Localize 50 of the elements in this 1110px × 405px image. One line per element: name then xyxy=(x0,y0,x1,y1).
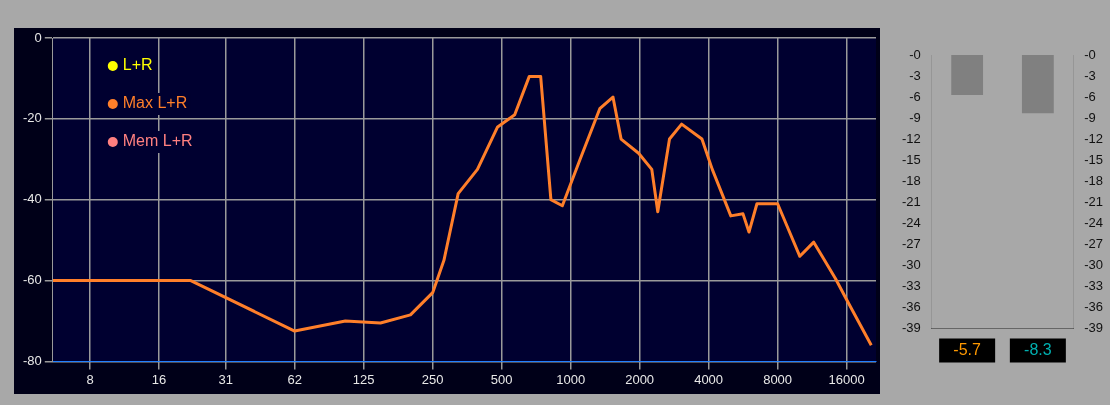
y-tick-label: -18 xyxy=(901,172,921,188)
x-tick-label: 4000 xyxy=(694,371,724,387)
y-tick-label: -40 xyxy=(22,191,42,207)
y2-tick-label: -15 xyxy=(1084,151,1104,167)
y2-tick-label: -6 xyxy=(1084,88,1096,104)
y-tick-label: -6 xyxy=(909,88,921,104)
y-tick-label: -9 xyxy=(909,109,921,125)
x-tick-label: 250 xyxy=(421,371,444,387)
x-tick-label: 125 xyxy=(352,371,375,387)
data-label: -5.7 xyxy=(953,341,982,359)
y2-tick-label: -27 xyxy=(1084,235,1104,251)
y2-tick-label: -30 xyxy=(1084,257,1104,273)
y-tick-label: -20 xyxy=(22,110,42,126)
x-tick-label: 16 xyxy=(151,371,167,387)
y2-tick-label: -39 xyxy=(1084,320,1104,336)
y2-tick-label: -0 xyxy=(1084,46,1096,62)
y-tick-label: -27 xyxy=(901,235,921,251)
y-tick-label: -24 xyxy=(901,214,921,230)
y2-tick-label: -21 xyxy=(1084,193,1104,209)
y2-tick-label: -33 xyxy=(1084,278,1104,294)
y-tick-label: -3 xyxy=(909,67,921,83)
x-tick-label: 1000 xyxy=(556,371,586,387)
y-tick-label: -21 xyxy=(901,193,921,209)
y-tick-label: 0 xyxy=(34,29,42,45)
y-tick-label: -39 xyxy=(901,320,921,336)
y2-tick-label: -24 xyxy=(1084,214,1104,230)
y-tick-label: -15 xyxy=(901,151,921,167)
y2-tick-label: -12 xyxy=(1084,130,1104,146)
x-tick-label: 2000 xyxy=(625,371,655,387)
y2-tick-label: -3 xyxy=(1084,67,1096,83)
y2-tick-label: -18 xyxy=(1084,172,1104,188)
y2-tick-label: -36 xyxy=(1084,299,1104,315)
x-tick-label: 16000 xyxy=(828,371,865,387)
x-tick-label: 8 xyxy=(86,371,94,387)
y-tick-label: -0 xyxy=(909,46,921,62)
y-tick-label: -12 xyxy=(901,130,921,146)
y-tick-label: -33 xyxy=(901,278,921,294)
y2-tick-label: -9 xyxy=(1084,109,1096,125)
y-tick-label: -30 xyxy=(901,257,921,273)
y-tick-label: -80 xyxy=(22,352,42,368)
y-tick-label: -36 xyxy=(901,299,921,315)
y-tick-label: -60 xyxy=(22,272,42,288)
x-tick-label: 31 xyxy=(218,371,233,387)
data-label: -8.3 xyxy=(1024,341,1052,359)
x-tick-label: 62 xyxy=(287,371,302,387)
x-tick-label: 500 xyxy=(490,371,513,387)
legend-label: L+R xyxy=(122,56,153,74)
legend-label: Max L+R xyxy=(122,94,188,112)
x-tick-label: 8000 xyxy=(763,371,793,387)
legend-label: Mem L+R xyxy=(122,132,193,150)
